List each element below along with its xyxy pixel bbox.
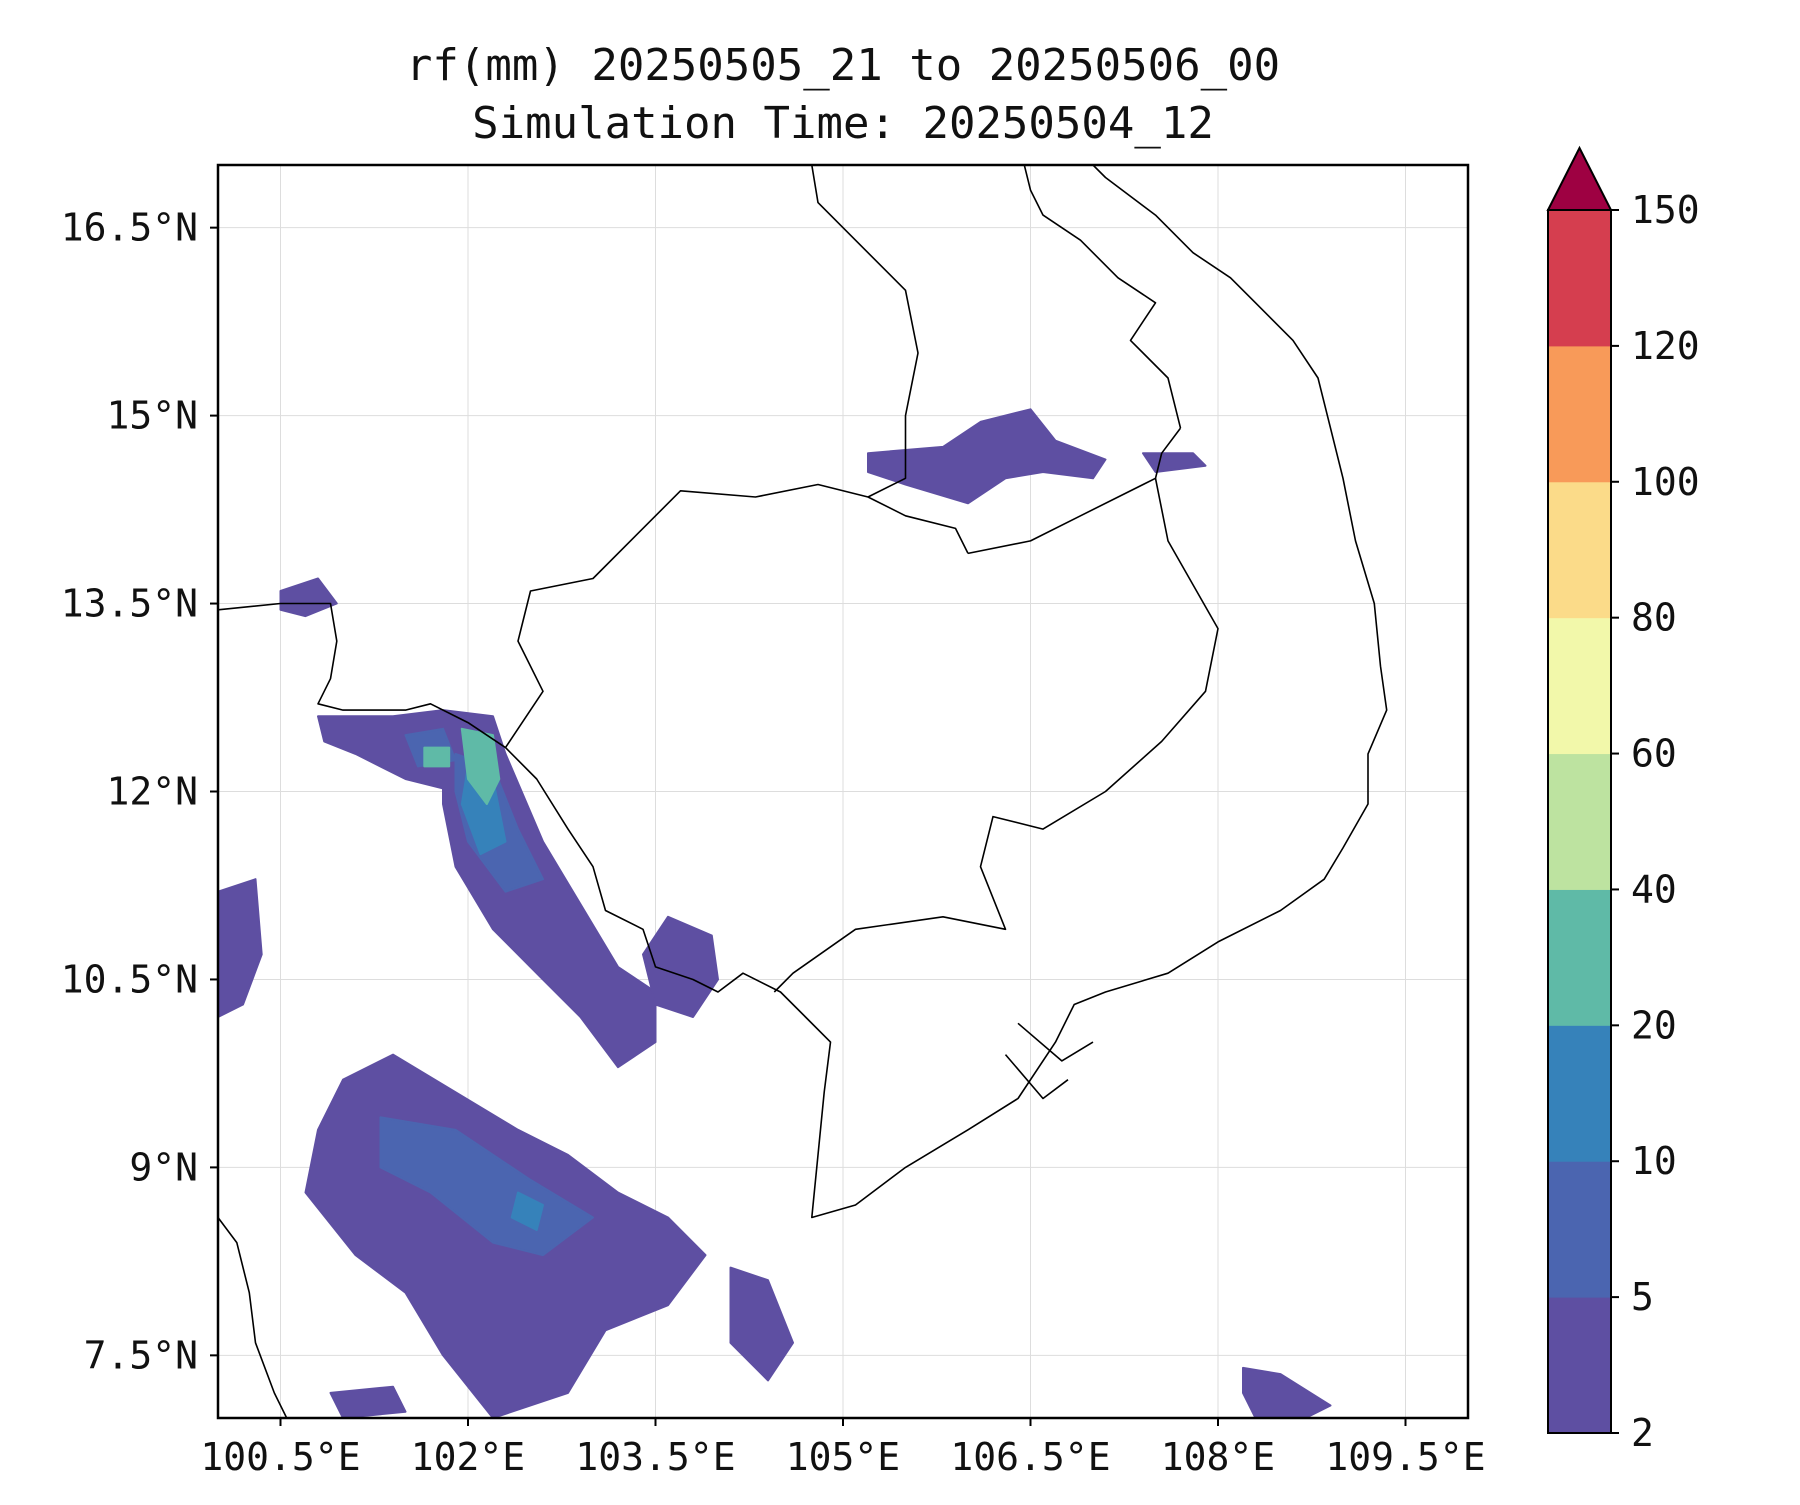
- x-tick-label: 108°E: [1161, 1435, 1275, 1479]
- colorbar-tick-label: 2: [1631, 1411, 1654, 1455]
- coastline-mekong-delta-branch-1: [1004, 1054, 1069, 1100]
- rain-region-gulf-of-thailand-west: [218, 878, 263, 1018]
- colorbar-tick-label: 100: [1631, 460, 1700, 504]
- x-tick-label: 102°E: [411, 1435, 525, 1479]
- colorbar-segment-2: [1548, 1025, 1611, 1162]
- colorbar-tick-label: 5: [1631, 1275, 1654, 1319]
- figure-title-line1: rf(mm) 20250505_21 to 20250506_00: [406, 40, 1280, 91]
- y-tick-label: 16.5°N: [61, 206, 198, 250]
- colorbar-tick-label: 10: [1631, 1139, 1677, 1183]
- colorbar-tick-label: 60: [1631, 732, 1677, 776]
- colorbar-tick-label: 20: [1631, 1003, 1677, 1047]
- rain-region-south-east-blob: [1242, 1366, 1332, 1418]
- border-laos-cambodia: [967, 427, 1182, 555]
- colorbar: 2 5 10 20 40 60 80 100 120 150: [1546, 145, 1700, 1455]
- rain-region-gulf-mid-level20: [460, 727, 501, 805]
- coastline-mekong-delta-branch-2: [1017, 1022, 1094, 1062]
- longitude-ticks: 100.5°E 102°E 103.5°E 105°E 106.5°E 108°E 109.…: [200, 1418, 1486, 1479]
- y-tick-label: 7.5°N: [84, 1333, 198, 1377]
- colorbar-extend-arrow: [1546, 145, 1613, 211]
- x-tick-label: 100.5°E: [200, 1435, 360, 1479]
- border-cambodia-vietnam: [773, 478, 1219, 993]
- y-tick-label: 13.5°N: [61, 582, 198, 626]
- rainfall-contours: [218, 408, 1332, 1418]
- border-laos-vietnam: [1023, 165, 1182, 429]
- x-tick-label: 105°E: [786, 1435, 900, 1479]
- colorbar-tick-label: 80: [1631, 596, 1677, 640]
- colorbar-frame: [1547, 209, 1612, 1434]
- colorbar-segment-1: [1548, 1161, 1611, 1298]
- y-tick-label: 12°N: [106, 770, 198, 814]
- colorbar-segment-6: [1548, 481, 1611, 619]
- y-tick-label: 9°N: [129, 1145, 198, 1189]
- colorbar-segment-5: [1548, 617, 1611, 755]
- rain-region-north-east-blob: [867, 408, 1107, 505]
- colorbar-segment-8: [1548, 210, 1611, 347]
- rain-region-west-edge-blob: [279, 577, 338, 618]
- y-tick-label: 10.5°N: [61, 957, 198, 1001]
- rain-region-trat-level20: [423, 746, 451, 768]
- x-tick-label: 103.5°E: [575, 1435, 735, 1479]
- coastlines-and-borders: [218, 165, 1388, 1418]
- colorbar-segment-4: [1548, 753, 1611, 890]
- map-panel: 100.5°E 102°E 103.5°E 105°E 106.5°E 108°E 109.…: [61, 163, 1486, 1479]
- colorbar-tick-label: 150: [1631, 188, 1700, 232]
- colorbar-segment-7: [1548, 345, 1611, 483]
- border-laos-thailand: [811, 165, 919, 498]
- rain-region-gulf-east-blob: [642, 915, 719, 1018]
- colorbar-tick-label: 120: [1631, 324, 1700, 368]
- colorbar-segment-0: [1548, 1297, 1611, 1434]
- coastline-gulf-west-coast: [218, 1217, 288, 1418]
- colorbar-segment-3: [1548, 889, 1611, 1026]
- rain-region-gulf-of-thailand-se: [729, 1266, 794, 1382]
- coastline-gulf-east-coast: [218, 165, 1388, 1219]
- border-thailand-cambodia: [504, 483, 969, 749]
- x-tick-label: 106.5°E: [950, 1435, 1110, 1479]
- rain-region-gulf-south-level10: [510, 1191, 544, 1231]
- rain-region-south-west-small: [329, 1385, 407, 1418]
- figure-title-line2: Simulation Time: 20250504_12: [472, 98, 1214, 149]
- latitude-ticks: 16.5°N 15°N 13.5°N 12°N 10.5°N 9°N 7.5°N: [61, 206, 218, 1377]
- x-tick-label: 109.5°E: [1325, 1435, 1485, 1479]
- map-gridlines: [218, 165, 1468, 1418]
- colorbar-tick-label: 40: [1631, 867, 1677, 911]
- y-tick-label: 15°N: [106, 394, 198, 438]
